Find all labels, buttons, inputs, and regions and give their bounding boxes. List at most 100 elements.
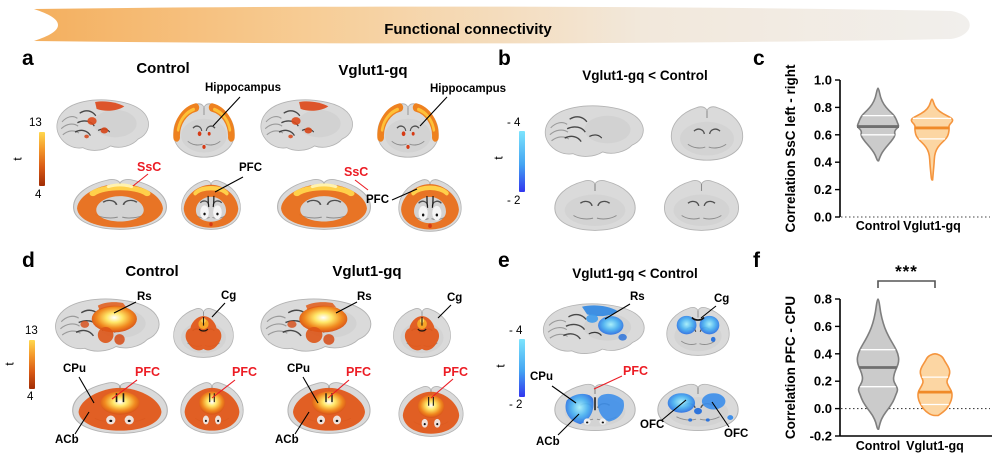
brain-coronal-cg-control-d: [172, 307, 235, 359]
x-category-label: Vglut1-gq: [903, 219, 961, 233]
panel-letter-f: f: [753, 249, 760, 272]
panel-letter-a: a: [22, 47, 34, 70]
brain-coronal-striatum-control-d: [71, 381, 169, 435]
brain-coronal-pfc-vglut-d: [398, 385, 464, 438]
colorbar-a-axis-label: t: [10, 157, 25, 161]
brain-coronal-striatum-e: [554, 383, 636, 432]
banner-ribbon: [34, 6, 970, 44]
significance-stars: ***: [895, 262, 918, 281]
colorbar-b-min: - 2: [507, 195, 521, 207]
label-acb-control: ACb: [55, 434, 79, 446]
brain-coronal-ofc-e: [657, 383, 739, 432]
y-tick-label: 0.2: [814, 374, 832, 389]
label-rs-control: Rs: [137, 291, 152, 303]
panel-a-title-vglut: Vglut1-gq: [338, 62, 408, 79]
label-cg-control: Cg: [221, 290, 237, 302]
brain-coronal-pfc-control-d: [180, 381, 244, 434]
y-tick-label: 0.8: [814, 292, 832, 307]
colorbar-b: [519, 131, 525, 192]
y-tick-label: -0.2: [810, 429, 832, 444]
violin-Vglut1-gq: [910, 98, 954, 181]
colorbar-e-axis-label: t: [493, 364, 508, 368]
brain-coronal-pfc-control-a: [180, 179, 242, 231]
violin-Control: [856, 87, 900, 162]
y-tick-label: 0.0: [814, 210, 832, 225]
banner: Functional connectivity: [8, 6, 989, 44]
colorbar-d-axis-label: t: [2, 362, 17, 366]
label-pfc-vglut-a: PFC: [366, 194, 389, 206]
y-tick-label: 1.0: [814, 73, 832, 88]
brain-coronal-ssc-vglut-a: [276, 178, 372, 232]
label-acb-e: ACb: [536, 436, 560, 448]
panel-letter-c: c: [753, 47, 765, 70]
label-pfc-e: PFC: [623, 364, 648, 378]
colorbar-d: [29, 340, 35, 389]
brain-coronal-bottom-right-b: [663, 179, 740, 232]
label-pfc-control-d1: PFC: [135, 365, 160, 379]
panel-letter-e: e: [498, 249, 510, 272]
violin-Vglut1-gq: [917, 353, 953, 417]
panel-d-title-vglut: Vglut1-gq: [332, 263, 402, 280]
label-rs-vglut: Rs: [357, 291, 372, 303]
colorbar-d-max: 13: [25, 325, 38, 337]
label-ofc-left-e: OFC: [640, 419, 665, 431]
colorbar-e-min: - 2: [509, 399, 523, 411]
panel-letter-b: b: [498, 47, 511, 70]
label-cpu-vglut: CPu: [287, 363, 310, 375]
y-tick-label: 0.6: [814, 127, 832, 142]
colorbar-b-max: - 4: [507, 117, 521, 129]
brain-sagittal-vglut-d: [260, 298, 372, 352]
brain-coronal-bottom-left-b: [554, 179, 636, 232]
brain-coronal-striatum-vglut-d: [287, 381, 371, 435]
label-cg-e: Cg: [714, 293, 730, 305]
label-cpu-e: CPu: [530, 371, 553, 383]
brain-sagittal-e: [542, 303, 645, 355]
x-category-label: Vglut1-gq: [906, 439, 964, 453]
colorbar-a: [39, 132, 45, 186]
brain-coronal-pfc-vglut-a: [398, 178, 462, 232]
label-pfc-control-a: PFC: [239, 162, 262, 174]
y-tick-label: 0.2: [814, 182, 832, 197]
x-category-label: Control: [856, 219, 900, 233]
y-axis-title: Correlation SsC left - right: [783, 64, 798, 233]
brain-coronal-hippocampus-control-a: [170, 103, 238, 158]
colorbar-e: [519, 339, 525, 397]
brain-sagittal-b: [544, 105, 644, 158]
label-ssc-vglut: SsC: [344, 165, 369, 179]
colorbar-d-min: 4: [27, 391, 34, 403]
label-pfc-control-d2: PFC: [232, 365, 257, 379]
label-cpu-control: CPu: [63, 363, 86, 375]
label-rs-e: Rs: [630, 291, 645, 303]
brain-coronal-cg-e: [666, 306, 730, 357]
y-tick-label: 0.4: [814, 346, 833, 361]
panel-b-title: Vglut1-gq < Control: [582, 68, 708, 83]
violin-Control: [856, 298, 900, 430]
label-acb-vglut: ACb: [275, 434, 299, 446]
colorbar-a-min: 4: [35, 189, 42, 201]
label-cg-vglut: Cg: [447, 292, 463, 304]
colorbar-b-axis-label: t: [491, 156, 506, 160]
banner-title: Functional connectivity: [384, 21, 552, 38]
brain-sagittal-control-d: [54, 298, 160, 352]
violin-chart-ssc: 0.0 0.2 0.4 0.6 0.8 1.0 Correlation SsC left -…: [783, 64, 990, 233]
y-tick-label: 0.4: [814, 155, 833, 170]
label-ofc-right-e: OFC: [724, 428, 749, 440]
brain-coronal-ssc-control-a: [72, 178, 168, 232]
significance-bracket: [877, 280, 936, 288]
brain-sagittal-vglut-a: [260, 99, 354, 152]
violin-chart-pfc-cpu: -0.2 0.0 0.2 0.4 0.6 0.8 Correlation PFC - CPU…: [783, 262, 992, 453]
colorbar-a-max: 13: [29, 117, 42, 129]
label-pfc-vglut-d2: PFC: [443, 365, 468, 379]
y-tick-label: 0.8: [814, 100, 832, 115]
y-axis-title: Correlation PFC - CPU: [783, 296, 798, 439]
brain-sagittal-control-a: [56, 99, 150, 152]
label-pfc-vglut-d1: PFC: [346, 365, 371, 379]
y-tick-label: 0.6: [814, 319, 832, 334]
panel-d-title-control: Control: [125, 263, 179, 280]
label-ssc-control: SsC: [137, 160, 162, 174]
label-hippocampus-control: Hippocampus: [205, 82, 282, 94]
x-category-label: Control: [856, 439, 900, 453]
brain-coronal-top-b: [670, 106, 744, 161]
y-tick-label: 0.0: [814, 401, 832, 416]
